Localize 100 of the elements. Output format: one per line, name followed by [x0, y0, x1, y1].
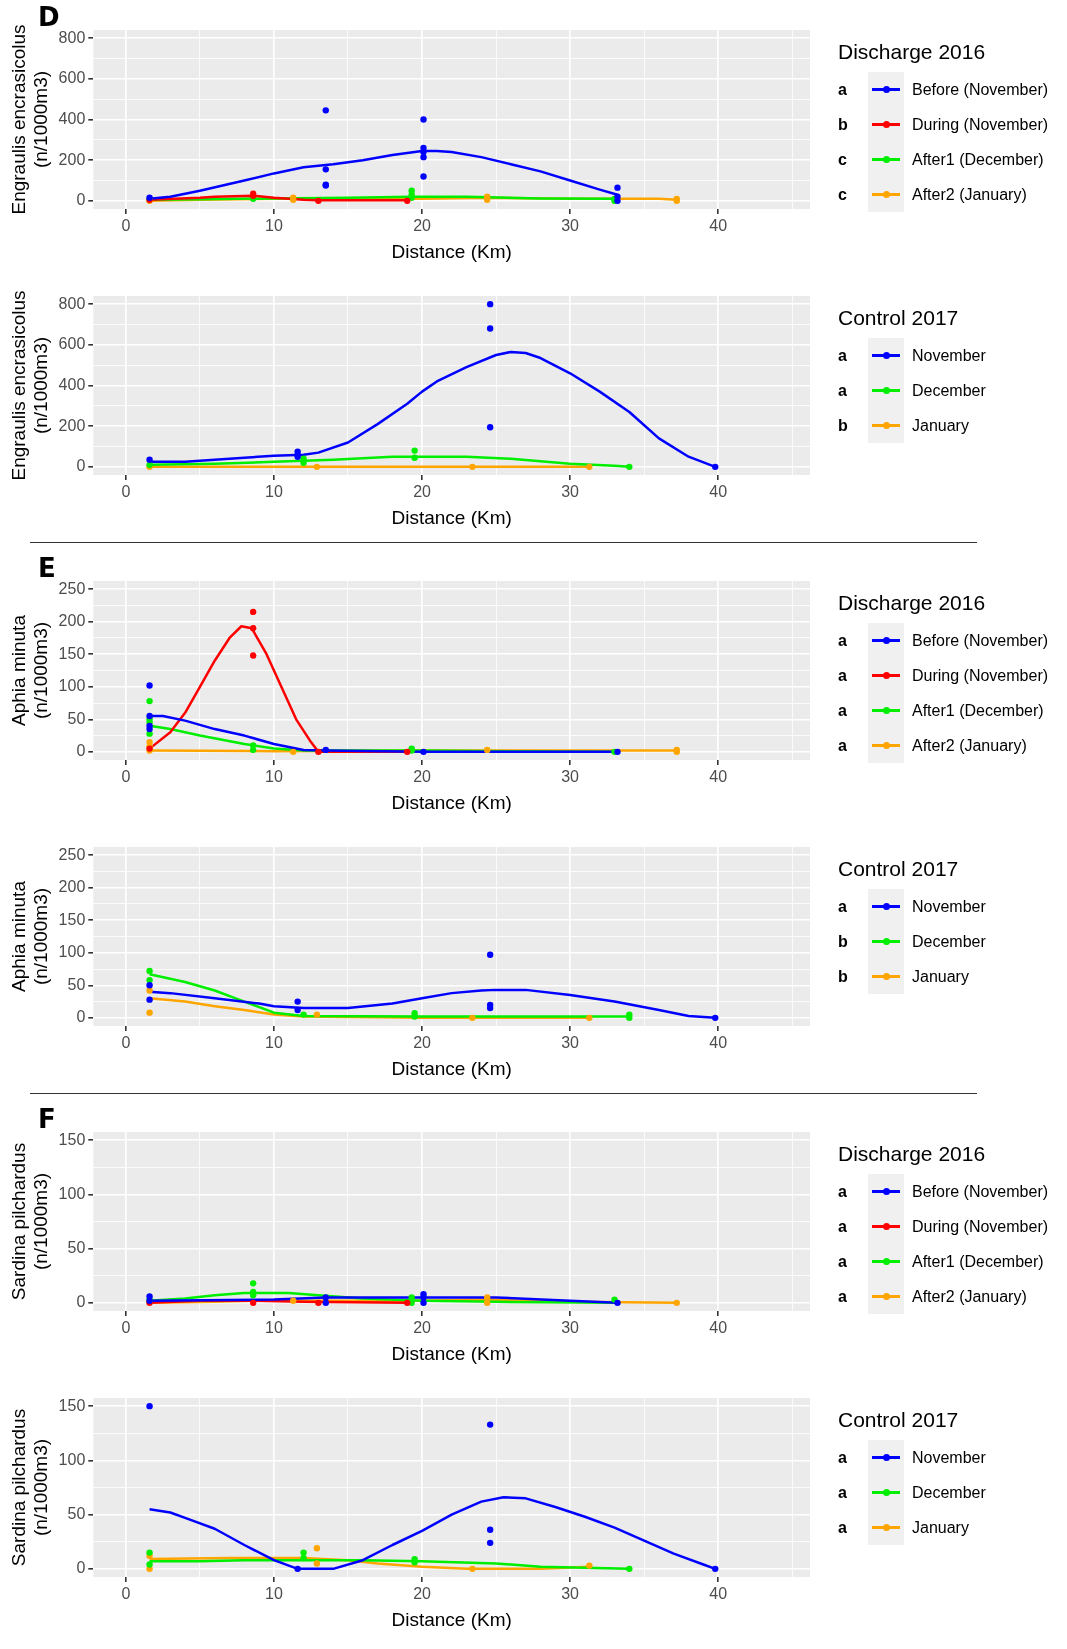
x-tick-label: 20 — [413, 1319, 432, 1337]
x-tick-label: 0 — [121, 1585, 131, 1603]
y-axis-title: Aphia minuta (n/1000m3) — [7, 614, 52, 726]
x-tick-label: 20 — [413, 1034, 432, 1052]
y-tick-label: 0 — [76, 191, 86, 209]
text: a — [838, 1448, 848, 1467]
x-tick-label: 10 — [265, 1319, 283, 1337]
y-tick-label: 100 — [58, 1184, 86, 1202]
y-tick-label: 100 — [58, 1450, 86, 1468]
x-tick-label: 20 — [413, 217, 432, 235]
legend-label: During (November) — [912, 115, 1049, 134]
y-tick-label: 800 — [58, 294, 86, 312]
y-tick-label: 50 — [67, 1239, 86, 1257]
y-tick-label: 150 — [58, 910, 86, 928]
legend-label: After1 (December) — [912, 150, 1044, 169]
y-tick-label: 0 — [76, 457, 86, 475]
text: a — [838, 1518, 848, 1537]
y-axis-title: Sardina pilchardus (n/1000m3) — [7, 1142, 52, 1301]
x-tick-label: 10 — [265, 1585, 283, 1603]
y-tick-label: 150 — [58, 1130, 86, 1148]
x-tick-label: 40 — [709, 1585, 728, 1603]
x-axis-title: Distance (Km) — [391, 506, 512, 528]
y-tick-label: 200 — [58, 416, 86, 434]
y-tick-label: 600 — [58, 69, 86, 87]
x-tick-label: 0 — [121, 1034, 131, 1052]
x-tick-label: 30 — [561, 1034, 580, 1052]
y-tick-label: 50 — [67, 975, 86, 993]
text: a — [838, 80, 848, 99]
x-tick-label: 0 — [121, 483, 131, 501]
legend-label: During (November) — [912, 666, 1049, 685]
y-tick-label: 800 — [58, 28, 86, 46]
text: a — [838, 1287, 848, 1306]
y-tick-label: 100 — [58, 677, 86, 695]
y-axis-title: Engraulis encrasicolus (n/1000m3) — [7, 290, 52, 481]
x-axis-title: Distance (Km) — [391, 240, 512, 262]
x-axis-title: Distance (Km) — [391, 791, 512, 813]
text: c — [838, 150, 848, 169]
y-tick-label: 200 — [58, 612, 86, 630]
x-tick-label: 30 — [561, 217, 580, 235]
x-tick-label: 40 — [709, 483, 728, 501]
x-tick-label: 30 — [561, 1585, 580, 1603]
text: a — [838, 631, 848, 650]
y-tick-label: 0 — [76, 742, 86, 760]
x-axis-title: Distance (Km) — [391, 1342, 512, 1364]
y-tick-label: 50 — [67, 1505, 86, 1523]
chart-title: D — [38, 2, 60, 32]
legend-label: Before (November) — [912, 80, 1049, 99]
x-tick-label: 20 — [413, 1585, 432, 1603]
legend-label: November — [912, 346, 986, 365]
legend-title: Control 2017 — [838, 306, 960, 330]
y-tick-label: 0 — [76, 1559, 86, 1577]
y-tick-label: 0 — [76, 1008, 86, 1026]
chart-title: E — [38, 553, 56, 583]
legend-label: January — [912, 416, 969, 435]
text: b — [838, 115, 849, 134]
x-tick-label: 40 — [709, 1034, 728, 1052]
legend-label: December — [912, 932, 986, 951]
x-tick-label: 10 — [265, 768, 283, 786]
x-tick-label: 10 — [265, 483, 283, 501]
legend-title: Control 2017 — [838, 857, 960, 881]
y-tick-label: 400 — [58, 375, 86, 393]
legend-label: During (November) — [912, 1217, 1049, 1236]
x-tick-label: 0 — [121, 217, 131, 235]
legend-label: Before (November) — [912, 631, 1049, 650]
x-axis-title: Distance (Km) — [391, 1057, 512, 1079]
text: a — [838, 736, 848, 755]
y-tick-label: 400 — [58, 109, 86, 127]
x-tick-label: 30 — [561, 483, 580, 501]
legend-label: November — [912, 1448, 986, 1467]
y-tick-label: 250 — [58, 845, 86, 863]
text: a — [838, 701, 848, 720]
x-tick-label: 40 — [709, 217, 728, 235]
legend-label: November — [912, 897, 986, 916]
x-tick-label: 30 — [561, 1319, 580, 1337]
legend-title: Discharge 2016 — [838, 40, 987, 64]
legend-label: December — [912, 381, 986, 400]
legend-label: Before (November) — [912, 1182, 1049, 1201]
y-tick-label: 0 — [76, 1293, 86, 1311]
text: a — [838, 897, 848, 916]
y-tick-label: 150 — [58, 1396, 86, 1414]
text: b — [838, 967, 849, 986]
text: a — [838, 1252, 848, 1271]
x-tick-label: 40 — [709, 1319, 728, 1337]
text: a — [838, 1182, 848, 1201]
text: a — [838, 666, 848, 685]
x-tick-label: 10 — [265, 1034, 283, 1052]
y-tick-label: 150 — [58, 644, 86, 662]
legend-title: Discharge 2016 — [838, 591, 987, 615]
legend-label: After2 (January) — [912, 736, 1027, 755]
legend-label: December — [912, 1483, 986, 1502]
legend-label: After1 (December) — [912, 1252, 1044, 1271]
legend-title: Discharge 2016 — [838, 1142, 987, 1166]
text: a — [838, 1217, 848, 1236]
text: a — [838, 381, 848, 400]
chart-title: F — [38, 1104, 56, 1134]
legend-label: After2 (January) — [912, 1287, 1027, 1306]
x-tick-label: 0 — [121, 1319, 131, 1337]
text: a — [838, 1483, 848, 1502]
legend-label: January — [912, 1518, 969, 1537]
text: c — [838, 185, 848, 204]
